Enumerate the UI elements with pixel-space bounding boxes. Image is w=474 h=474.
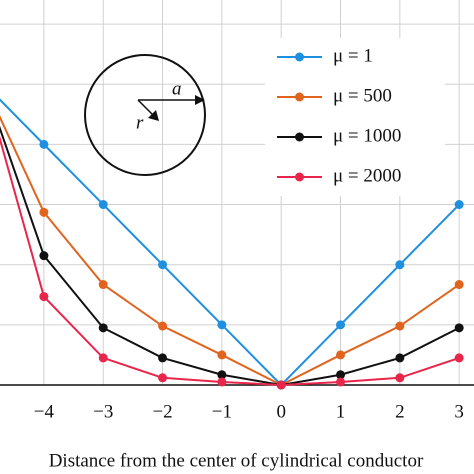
- point: [98, 323, 108, 333]
- legend-marker: [295, 52, 304, 62]
- point: [217, 377, 227, 387]
- point: [158, 373, 168, 383]
- point: [217, 370, 227, 380]
- point: [98, 353, 108, 363]
- annotation: a: [172, 78, 182, 99]
- x-tick-label: −3: [93, 401, 113, 422]
- x-axis-label: Distance from the center of cylindrical …: [49, 450, 424, 471]
- legend: μ = 1 μ = 500 μ = 1000 μ = 2000: [265, 38, 445, 196]
- legend-label: μ = 1000: [333, 125, 401, 146]
- arrow-head: [195, 95, 205, 105]
- conductor-circle: [84, 54, 206, 176]
- x-tick-label: −4: [34, 401, 55, 422]
- point: [454, 200, 464, 210]
- point: [39, 251, 49, 261]
- point: [454, 323, 464, 333]
- point: [217, 350, 227, 360]
- x-tick-label: 0: [276, 401, 286, 422]
- legend-marker: [295, 172, 304, 182]
- point: [158, 321, 168, 331]
- x-tick-label: 1: [336, 401, 346, 422]
- point: [217, 320, 227, 330]
- x-tick-label: −1: [212, 401, 232, 422]
- point: [158, 353, 168, 363]
- point: [39, 139, 49, 149]
- legend-marker: [295, 92, 304, 102]
- point: [336, 377, 346, 387]
- point: [39, 207, 49, 217]
- x-tick-label: 2: [395, 401, 405, 422]
- series: [0, 135, 464, 390]
- legend-label: μ = 1: [333, 45, 373, 66]
- point: [276, 380, 286, 390]
- arrow-head: [148, 110, 159, 121]
- inset-diagram: a r: [84, 54, 206, 176]
- point: [336, 320, 346, 330]
- legend-box: [265, 38, 445, 196]
- point: [158, 260, 168, 270]
- legend-label: μ = 500: [333, 85, 392, 106]
- point: [454, 353, 464, 363]
- point: [454, 280, 464, 290]
- point: [98, 280, 108, 290]
- annotation: r: [136, 112, 144, 133]
- legend-label: μ = 2000: [333, 165, 401, 186]
- point: [336, 350, 346, 360]
- x-tick-label: −2: [152, 401, 172, 422]
- point: [395, 353, 405, 363]
- point: [39, 292, 49, 302]
- point: [395, 260, 405, 270]
- x-tick-label: 3: [454, 401, 464, 422]
- point: [98, 200, 108, 210]
- point: [336, 370, 346, 380]
- point: [395, 321, 405, 331]
- legend-marker: [295, 132, 304, 142]
- point: [395, 373, 405, 383]
